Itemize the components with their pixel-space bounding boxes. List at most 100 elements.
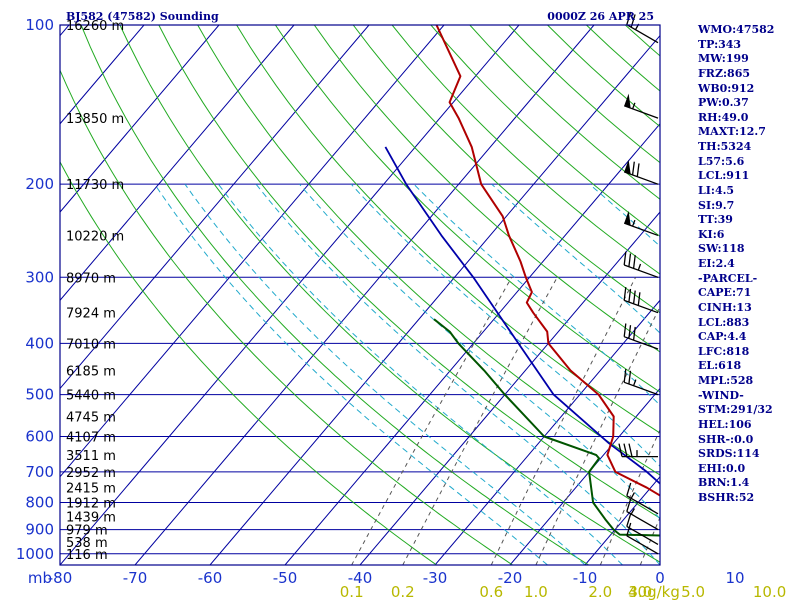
index-entry: WB0:912 <box>698 81 755 95</box>
pressure-tick-label: 900 <box>25 521 54 539</box>
mixing-ratio-label: 5.0 <box>681 583 705 600</box>
temperature-tick-label: -70 <box>123 569 148 587</box>
temperature-tick-label: -40 <box>348 569 373 587</box>
isotherm-line <box>434 299 660 565</box>
temperature-tick-label: -30 <box>423 569 448 587</box>
pressure-tick-label: 600 <box>25 428 54 446</box>
mixing-ratio-lines <box>351 277 660 565</box>
pressure-tick-label: 400 <box>25 334 54 352</box>
mixing-ratio-label: 3.0 <box>628 583 652 600</box>
dry-adiabat <box>119 25 660 563</box>
moist-adiabat <box>255 183 660 565</box>
index-entry: STM:291/32 <box>698 403 773 417</box>
wind-barb <box>626 498 659 531</box>
dry-adiabat <box>158 25 660 519</box>
mixing-ratio-label: 10.0 <box>753 583 786 600</box>
height-tick-label: 2952 m <box>66 466 116 481</box>
index-entry: WMO:47582 <box>698 23 775 36</box>
wind-barb <box>626 522 659 555</box>
height-tick-label: 16260 m <box>66 19 124 34</box>
temperature-tick-label: -50 <box>273 569 298 587</box>
temperature-tick-label: -10 <box>573 569 598 587</box>
index-entry: TH:5324 <box>698 140 752 153</box>
index-entry: -PARCEL- <box>698 271 758 285</box>
isotherm-line <box>60 25 295 302</box>
height-tick-label: 538 m <box>66 536 108 551</box>
wind-barbs <box>618 11 659 555</box>
dry-adiabat <box>352 25 660 314</box>
pressure-tick-label: 700 <box>25 463 54 481</box>
isotherm-line <box>60 25 220 213</box>
height-tick-label: 6185 m <box>66 364 116 379</box>
index-entry: BRN:1.4 <box>698 476 750 490</box>
pressure-tick-label: 300 <box>25 268 54 286</box>
isotherm-line <box>60 25 520 565</box>
parcel-trace <box>384 146 660 485</box>
height-tick-label: 1912 m <box>66 497 116 512</box>
mixing-ratio-line <box>535 305 660 565</box>
isotherm-line <box>509 387 660 565</box>
height-tick-label: 116 m <box>66 548 108 563</box>
height-tick-label: 2415 m <box>66 482 116 497</box>
isotherm-line <box>60 25 445 478</box>
height-tick-label: 4107 m <box>66 431 116 446</box>
index-entry: LI:4.5 <box>698 183 735 197</box>
dry-adiabat <box>236 25 660 434</box>
index-entry: SRDS:114 <box>698 447 760 461</box>
moist-adiabat <box>350 183 660 467</box>
sounding-profiles <box>384 25 660 537</box>
index-entry: EI:2.4 <box>698 257 735 270</box>
moist-adiabat <box>154 183 548 565</box>
index-entry: HEL:106 <box>698 417 752 431</box>
pressure-tick-label: 800 <box>25 494 54 512</box>
index-entry: SW:118 <box>698 242 745 256</box>
mixing-ratio-line <box>402 277 558 565</box>
index-entry: CINH:13 <box>698 300 752 314</box>
isobar-isotherm-grid <box>60 25 660 565</box>
index-entry: RH:49.0 <box>698 110 749 124</box>
isotherm-line <box>60 25 145 125</box>
dry-adiabat <box>60 160 437 565</box>
index-entry: SI:9.7 <box>698 198 735 212</box>
index-entry: FRZ:865 <box>698 66 751 80</box>
moist-adiabats <box>154 183 660 565</box>
index-entry: CAPE:71 <box>698 286 752 300</box>
dry-adiabat <box>313 25 660 353</box>
index-entry: BSHR:52 <box>698 491 755 504</box>
height-tick-label: 8970 m <box>66 271 116 286</box>
mixing-ratio-label: 0.1 <box>340 583 364 600</box>
temperature-tick-label: 10 <box>725 569 744 587</box>
index-entry: PW:0.37 <box>698 96 749 110</box>
wind-barb <box>623 287 659 314</box>
mixing-ratio-line <box>490 277 637 565</box>
dry-adiabat <box>274 25 660 393</box>
isotherm-line <box>60 25 370 390</box>
wind-barb <box>623 323 659 350</box>
height-tick-label: 3511 m <box>66 449 116 464</box>
height-tick-label: 5440 m <box>66 389 116 404</box>
dry-adiabat <box>197 25 660 476</box>
temperature-tick-label: -60 <box>198 569 223 587</box>
index-entry: MPL:528 <box>698 374 754 387</box>
index-entry: EHI:0.0 <box>698 461 746 475</box>
index-entry: TP:343 <box>698 37 742 51</box>
moist-adiabat <box>413 183 660 406</box>
sounding-time: 0000Z 26 APR 25 <box>547 10 654 23</box>
mixing-ratio-label: 2.0 <box>588 583 612 600</box>
pressure-tick-label: 1000 <box>16 545 54 563</box>
isotherm-line <box>359 211 660 565</box>
wind-barb <box>626 482 659 515</box>
stability-indices-panel: WMO:47582 TP:343 MW:199 FRZ:865 WB0:912 PW:0.… <box>698 23 774 506</box>
wind-barb <box>623 251 659 278</box>
wind-barb <box>626 513 659 545</box>
index-entry: CAP:4.4 <box>698 330 747 344</box>
mixing-ratio-unit-label: 40g/kg <box>628 583 680 600</box>
isotherm-line <box>284 123 660 565</box>
mixing-ratio-label: 1.0 <box>524 583 548 600</box>
wind-barb <box>623 369 659 396</box>
height-tick-label: 10220 m <box>66 229 124 244</box>
moist-adiabat <box>299 183 660 520</box>
index-entry: LCL:911 <box>698 169 750 183</box>
